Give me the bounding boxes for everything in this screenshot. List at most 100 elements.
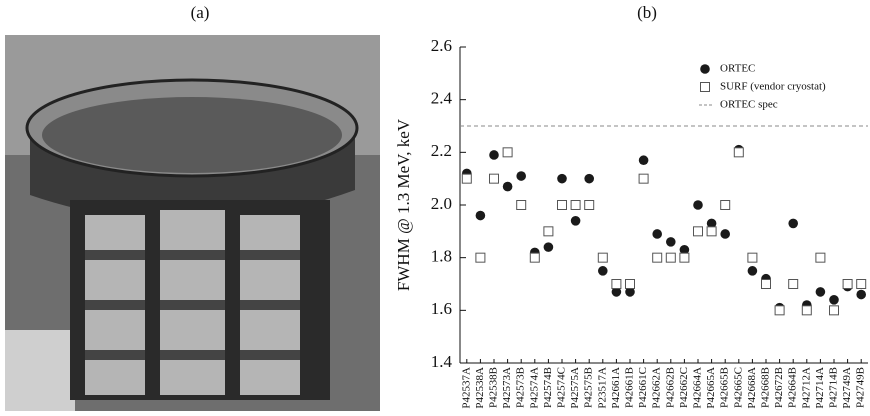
legend-label: ORTEC — [720, 63, 755, 75]
x-tick-label: P42662B — [664, 367, 676, 408]
point — [543, 226, 554, 237]
point — [611, 287, 622, 297]
y-tick-label: 1.8 — [431, 247, 452, 266]
point — [815, 287, 826, 297]
x-tick-label: P42661A — [610, 367, 622, 409]
y-tick-label: 1.6 — [431, 299, 452, 318]
x-tick-label: P42668A — [746, 367, 758, 409]
point — [679, 244, 690, 255]
point — [720, 200, 731, 210]
x-tick-label: P42573A — [501, 367, 513, 409]
point — [625, 279, 635, 289]
point — [706, 226, 717, 237]
point — [652, 229, 662, 239]
point — [502, 181, 513, 192]
point — [747, 252, 758, 263]
point — [598, 266, 608, 276]
point — [638, 173, 649, 184]
point — [638, 155, 649, 166]
point — [815, 252, 826, 263]
point — [597, 252, 608, 263]
point — [761, 279, 771, 289]
point — [720, 229, 730, 239]
legend-label: SURF (vendor cryostat) — [720, 81, 826, 93]
point — [829, 305, 839, 316]
legend-label: ORTEC spec — [720, 99, 778, 111]
legend-marker — [700, 82, 710, 92]
point — [584, 200, 595, 210]
x-tick-label: P42573B — [515, 367, 527, 408]
point — [747, 266, 758, 276]
x-tick-label: P42714B — [828, 367, 840, 408]
x-tick-label: P42661C — [637, 367, 649, 408]
x-tick-label: P23517A — [596, 367, 608, 409]
legend-marker — [700, 64, 710, 74]
x-tick-label: P42714A — [814, 367, 826, 409]
point — [856, 279, 867, 289]
x-tick-label: P42672B — [773, 367, 785, 408]
x-tick-label: P42749B — [855, 367, 867, 408]
point — [652, 252, 663, 263]
point — [543, 242, 554, 252]
x-tick-label: P42574C — [556, 367, 568, 408]
x-tick-label: P42668B — [760, 367, 772, 408]
x-tick-label: P42665A — [705, 367, 717, 409]
y-tick-label: 2.6 — [431, 36, 452, 55]
point — [829, 295, 839, 305]
point — [502, 147, 513, 158]
x-tick-label: P42662C — [678, 367, 690, 408]
x-tick-label: P42574A — [528, 367, 540, 409]
x-tick-label: P42537A — [460, 367, 472, 409]
point — [801, 305, 812, 316]
y-axis-label: FWHM @ 1.3 MeV, keV — [394, 118, 413, 291]
y-tick-label: 1.4 — [431, 352, 453, 371]
point — [774, 305, 785, 316]
y-tick-label: 2.2 — [431, 141, 452, 160]
point — [788, 218, 798, 229]
point — [665, 252, 676, 263]
x-tick-label: P42575A — [569, 367, 581, 409]
x-tick-label: P42538B — [488, 367, 500, 408]
point — [529, 252, 540, 263]
point — [584, 173, 594, 184]
point — [856, 289, 866, 300]
x-tick-label: P42664A — [692, 367, 704, 409]
point — [693, 200, 703, 210]
point — [461, 173, 472, 184]
point — [666, 237, 676, 247]
point — [557, 173, 567, 184]
x-tick-label: P42538A — [474, 367, 486, 409]
x-tick-label: P42665C — [732, 367, 744, 408]
point — [570, 216, 581, 226]
photo — [5, 35, 380, 411]
point — [679, 252, 690, 263]
x-tick-label: P42574B — [542, 367, 554, 408]
x-tick-label: P42749A — [841, 367, 853, 409]
point — [570, 200, 581, 210]
point — [516, 171, 526, 181]
point — [706, 218, 717, 229]
x-tick-label: P42575B — [583, 367, 595, 408]
point — [557, 200, 567, 210]
point — [489, 150, 499, 160]
point — [475, 210, 486, 221]
chart-title: (b) — [637, 3, 657, 22]
point — [516, 200, 527, 210]
point — [788, 279, 799, 289]
point — [842, 279, 853, 289]
point — [489, 173, 499, 184]
y-tick-label: 2.4 — [431, 89, 453, 108]
point — [693, 226, 703, 237]
x-tick-label: P42664B — [787, 367, 799, 408]
panel-label: (a) — [191, 3, 210, 22]
x-tick-label: P42665B — [719, 367, 731, 408]
point — [611, 279, 622, 289]
point — [475, 252, 486, 263]
x-tick-label: P42662A — [651, 367, 663, 409]
x-tick-label: P42661B — [624, 367, 636, 408]
point — [625, 287, 635, 297]
y-tick-label: 2.0 — [431, 194, 452, 213]
point — [733, 147, 744, 158]
x-tick-label: P42712A — [800, 367, 812, 409]
